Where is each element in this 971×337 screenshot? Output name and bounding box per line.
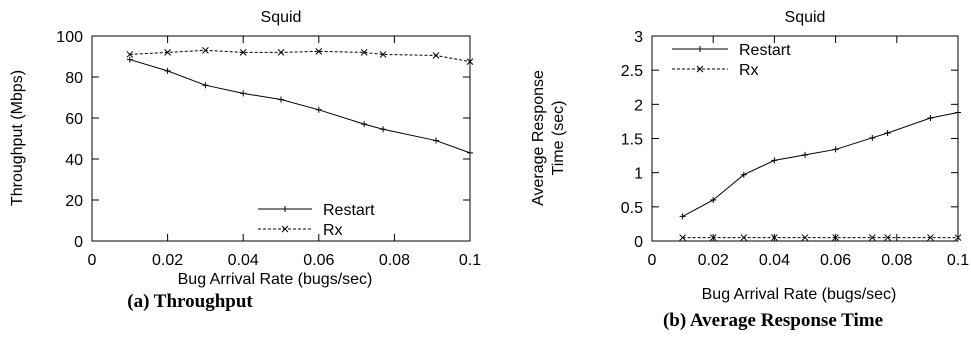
data-point-restart	[315, 106, 322, 113]
chart-2: Squid 0 0.02 0.04 0.06 0.08 0.1 0 0.5 1 1.5 2 2.5 3 Bu…	[530, 9, 969, 331]
legend-marker-rx	[696, 65, 704, 73]
x-tick-label: 0.02	[152, 252, 183, 269]
x-axis-title: Bug Arrival Rate (bugs/sec)	[178, 271, 373, 288]
chart-title: Squid	[785, 9, 826, 26]
legend-marker-restart	[697, 46, 703, 52]
data-point-restart	[740, 171, 747, 178]
data-point-restart	[278, 96, 284, 103]
y-tick-label: 100	[56, 29, 83, 46]
x-tick-label: 0.1	[947, 252, 969, 269]
data-point-restart	[679, 213, 686, 220]
chart-title: Squid	[261, 9, 302, 26]
y-tick-label: 1.5	[621, 132, 643, 149]
x-tick-label: 0.02	[698, 252, 729, 269]
data-point-restart	[927, 115, 934, 121]
data-point-rx	[379, 51, 387, 58]
x-tick-label: 0.1	[459, 252, 481, 269]
data-point-rx	[277, 49, 285, 56]
data-point-restart	[361, 121, 368, 128]
series-line-restart	[129, 59, 471, 154]
x-tick-label: 0.06	[303, 252, 334, 269]
data-point-restart	[380, 126, 387, 133]
x-tick-label: 0.06	[820, 252, 851, 269]
y-axis-title: Throughput (Mbps)	[9, 70, 26, 206]
y-tick-label: 2	[634, 97, 643, 114]
series-line-rx	[129, 49, 471, 63]
data-point-restart	[240, 90, 247, 97]
y-tick-label: 40	[65, 152, 83, 169]
data-point-rx	[832, 234, 839, 241]
x-tick-label: 0.08	[881, 252, 912, 269]
data-point-rx	[801, 234, 809, 241]
x-tick-label: 0	[88, 252, 97, 269]
data-point-rx	[954, 234, 962, 241]
data-point-rx	[126, 51, 134, 58]
data-point-rx	[927, 234, 934, 241]
data-point-restart	[802, 151, 808, 158]
data-point-rx	[432, 52, 440, 59]
data-point-rx	[884, 234, 891, 241]
plot-frame	[91, 35, 471, 242]
legend-marker-restart	[282, 206, 288, 212]
data-point-restart	[710, 197, 717, 203]
data-point-restart	[884, 130, 891, 137]
data-point-rx	[315, 48, 323, 55]
x-tick-label: 0	[648, 252, 657, 269]
data-point-restart	[771, 157, 778, 164]
data-point-rx	[360, 49, 368, 56]
data-point-rx	[740, 234, 748, 241]
y-tick-label: 0	[634, 234, 643, 251]
legend-marker-rx	[281, 225, 289, 233]
legend-label-restart: Restart	[739, 42, 791, 59]
legend-label-rx: Rx	[323, 222, 343, 239]
data-point-rx	[709, 234, 717, 241]
x-axis-title: Bug Arrival Rate (bugs/sec)	[702, 286, 897, 303]
data-point-rx	[868, 234, 876, 241]
y-tick-label: 80	[65, 70, 83, 87]
y-tick-label: 0.5	[621, 200, 643, 217]
data-point-restart	[869, 134, 876, 141]
y-axis-title-line: Average Response	[530, 70, 547, 206]
data-point-restart	[955, 109, 961, 116]
y-tick-label: 20	[65, 193, 83, 210]
x-tick-label: 0.04	[759, 252, 790, 269]
data-point-rx	[164, 49, 171, 56]
y-tick-label: 0	[74, 234, 83, 251]
data-point-restart	[432, 137, 439, 144]
data-point-rx	[239, 49, 247, 56]
data-point-restart	[832, 146, 839, 153]
data-point-rx	[202, 46, 209, 54]
y-tick-label: 1	[634, 166, 643, 183]
data-point-restart	[202, 82, 209, 89]
y-axis-title-line: Time (sec)	[550, 101, 567, 176]
data-point-rx	[679, 234, 686, 241]
y-tick-label: 2.5	[621, 63, 643, 80]
data-point-rx	[771, 234, 778, 241]
data-point-rx	[466, 58, 474, 65]
series-line-restart	[682, 112, 959, 217]
legend-label-restart: Restart	[323, 202, 375, 219]
chart-1: Squid 0 0.02 0.04 0.06 0.08 0.1 0 20 40 60 80 100 Bug…	[9, 9, 481, 312]
figure-caption: (a) Throughput	[127, 291, 253, 312]
y-tick-label: 60	[65, 111, 83, 128]
data-point-restart	[126, 56, 133, 63]
data-point-restart	[467, 149, 473, 156]
y-tick-label: 3	[634, 29, 643, 46]
x-tick-label: 0.08	[379, 252, 410, 269]
legend-label-rx: Rx	[739, 62, 759, 79]
x-tick-label: 0.04	[228, 252, 259, 269]
data-point-restart	[164, 67, 171, 74]
figure-caption: (b) Average Response Time	[663, 310, 883, 331]
